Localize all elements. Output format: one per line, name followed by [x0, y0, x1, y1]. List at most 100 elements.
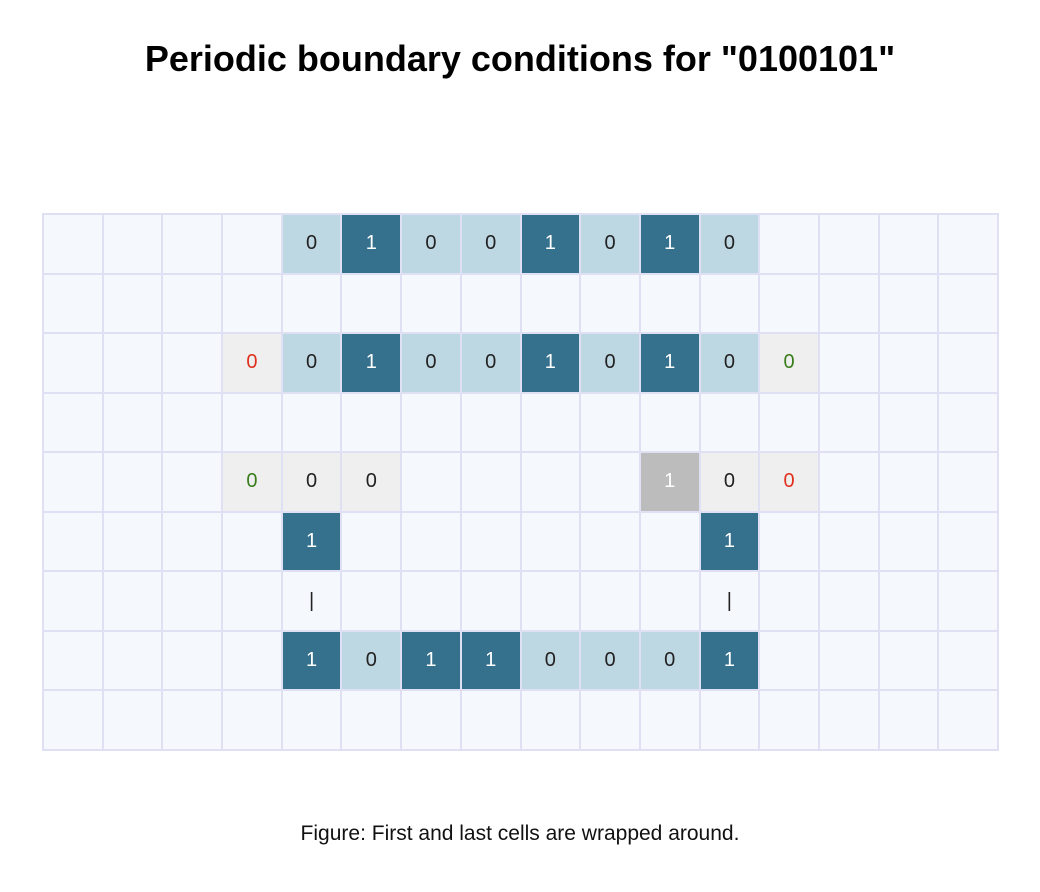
bit-one-cell: 1: [640, 215, 701, 275]
grid-cell: [939, 572, 999, 632]
bit-one-cell: 1: [342, 334, 403, 394]
grid-cell: [282, 691, 343, 751]
grid-cell: [342, 691, 403, 751]
bit-zero-cell: 0: [282, 334, 343, 394]
bit-zero-cell: 0: [402, 334, 462, 394]
grid-cell: [342, 512, 403, 573]
grid-cell: [879, 453, 940, 513]
grid-cell: [521, 274, 582, 335]
grid-cell: [44, 334, 104, 394]
bit-zero-cell: 0: [640, 631, 701, 692]
grid-cell: [521, 691, 582, 751]
grid-cell: [44, 572, 104, 632]
grid-cell: [879, 393, 940, 454]
grid-cell: [103, 393, 164, 454]
grid-cell: [819, 334, 880, 394]
grid-cell: [103, 631, 164, 692]
grid-cell: [223, 274, 283, 335]
grid-cell: [939, 453, 999, 513]
bit-one-cell: 1: [282, 631, 343, 692]
grid-cell: [521, 453, 582, 513]
bit-zero-cell: 0: [581, 215, 641, 275]
grid-cell: [819, 274, 880, 335]
grid-cell: [103, 512, 164, 573]
grid-cell: [939, 393, 999, 454]
bit-one-cell: 1: [521, 334, 582, 394]
grid-cell: [461, 512, 522, 573]
grid-cell: [163, 453, 224, 513]
bit-zero-cell: 0: [700, 334, 761, 394]
grid-cell: [939, 631, 999, 692]
bit-zero-cell: 0: [461, 215, 522, 275]
grid-cell: [521, 572, 582, 632]
bit-zero-cell: 0: [342, 631, 403, 692]
grid-cell: [939, 215, 999, 275]
grid-cell: [819, 572, 880, 632]
grid-cell: [700, 274, 761, 335]
grid-cell: [223, 631, 283, 692]
grid-cell: [819, 215, 880, 275]
bit-one-cell: 1: [402, 631, 462, 692]
grid-cell: [581, 393, 641, 454]
grid-cell: [819, 453, 880, 513]
figure-caption: Figure: First and last cells are wrapped…: [300, 822, 740, 845]
grid-cell: [461, 453, 522, 513]
grid-cell: [939, 334, 999, 394]
grid-cell: [223, 393, 283, 454]
grid-cell: [521, 393, 582, 454]
grid-cell: [44, 631, 104, 692]
grid-cell: [223, 512, 283, 573]
grid-cell: [879, 691, 940, 751]
grid-cell: [879, 215, 940, 275]
grid-cell: [163, 334, 224, 394]
boundary-cell: 0: [760, 334, 820, 394]
grid-cell: [402, 453, 462, 513]
grid-cell: [342, 393, 403, 454]
bit-one-cell: 1: [640, 334, 701, 394]
grid-cell: [760, 691, 820, 751]
grid-cell: [103, 572, 164, 632]
connector-mark: |: [700, 572, 761, 632]
grid-cell: [760, 274, 820, 335]
grid-cell: [163, 274, 224, 335]
grid-cell: [819, 512, 880, 573]
bit-one-cell: 1: [700, 512, 761, 573]
grid-cell: [44, 393, 104, 454]
boundary-cell: 0: [223, 334, 283, 394]
grid-cell: [879, 572, 940, 632]
grid-cell: [939, 274, 999, 335]
grid-cell: [939, 691, 999, 751]
grid-cell: [44, 453, 104, 513]
bit-zero-cell: 0: [461, 334, 522, 394]
bit-zero-cell: 0: [700, 215, 761, 275]
grid-cell: [402, 512, 462, 573]
grid-cell: [760, 393, 820, 454]
bit-zero-cell: 0: [581, 334, 641, 394]
grid-cell: [103, 274, 164, 335]
grid-cell: [760, 572, 820, 632]
grid-cell: [640, 274, 701, 335]
grid-cell: [700, 393, 761, 454]
connector-mark: |: [282, 572, 343, 632]
grid-cell: [44, 691, 104, 751]
grid-cell: [402, 393, 462, 454]
grid-cell: [879, 512, 940, 573]
grid-cell: [163, 572, 224, 632]
grid-cell: [700, 691, 761, 751]
grid-cell: [760, 631, 820, 692]
grid-cell: [461, 274, 522, 335]
grid-cell: [521, 512, 582, 573]
grid-cell: [640, 691, 701, 751]
grid-cell: [402, 274, 462, 335]
grid-cell: [342, 572, 403, 632]
grid-cell: [819, 631, 880, 692]
grid-cell: [819, 691, 880, 751]
grid-cell: [223, 572, 283, 632]
grid-cell: [640, 393, 701, 454]
figure-title: Periodic boundary conditions for "010010…: [144, 38, 896, 79]
grid-cell: [44, 215, 104, 275]
bit-one-cell: 1: [342, 215, 403, 275]
grid-cell: [282, 274, 343, 335]
grid-cell: [342, 274, 403, 335]
highlighted-cell: 1: [640, 453, 701, 513]
